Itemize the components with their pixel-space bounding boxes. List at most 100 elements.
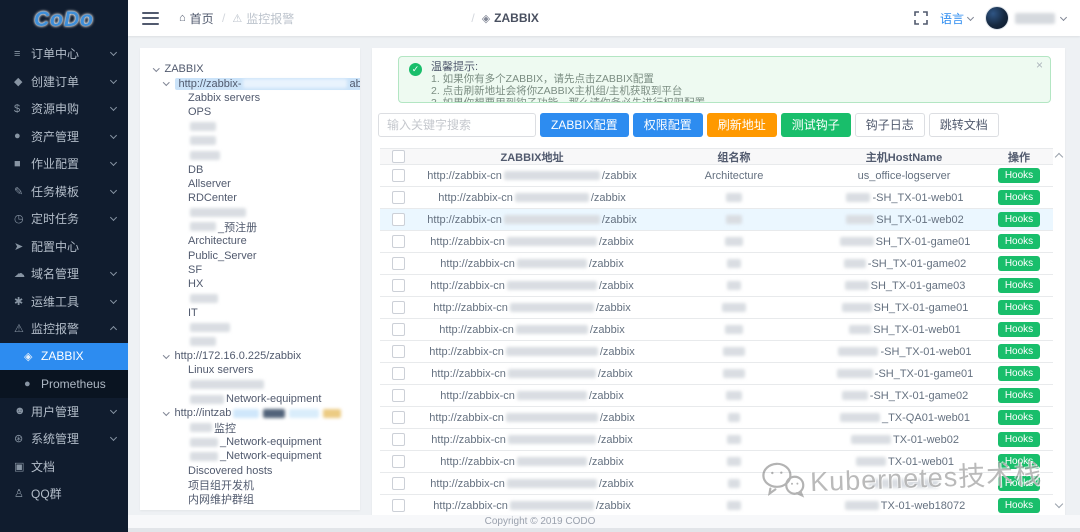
sidebar-item-docs[interactable]: ▣ 文档 [0,453,128,481]
tree-node[interactable]: _预注册 [152,220,356,234]
sidebar-item-scheduled-task[interactable]: ◷ 定时任务 [0,205,128,233]
hooks-button[interactable]: Hooks [997,212,1041,227]
tree-node[interactable]: Zabbix servers [152,91,356,105]
test-hook-button[interactable]: 测试钩子 [780,113,851,137]
sidebar-item-config-center[interactable]: ➤ 配置中心 [0,233,128,261]
row-checkbox[interactable] [391,345,405,358]
tree-node[interactable]: ZABBIX [152,62,356,76]
tree-node[interactable] [152,292,356,306]
sidebar-item-create-order[interactable]: ◆ 创建订单 [0,68,128,96]
sidebar-item-job-config[interactable]: ■ 作业配置 [0,150,128,178]
hooks-button[interactable]: Hooks [997,322,1041,337]
tree-node[interactable]: 监控 [152,421,356,435]
hooks-button[interactable]: Hooks [997,366,1041,381]
fullscreen-icon[interactable] [914,11,928,25]
tree-node[interactable]: http://intzab [152,406,356,420]
tree-node[interactable]: SF [152,263,356,277]
row-checkbox[interactable] [391,279,405,292]
scroll-up-icon[interactable] [1054,152,1064,162]
hooks-button[interactable]: Hooks [997,344,1041,359]
sidebar-item-asset-management[interactable]: ● 资产管理 [0,123,128,151]
tree-node[interactable]: OPS [152,105,356,119]
hooks-button[interactable]: Hooks [997,256,1041,271]
sidebar-item-monitor-alert[interactable]: ⚠ 监控报警 [0,315,128,343]
tree-node[interactable]: HX [152,277,356,291]
sidebar-item-prometheus[interactable]: ● Prometheus [0,370,128,398]
sidebar-item-user-management[interactable]: ☻ 用户管理 [0,398,128,426]
tree-node[interactable]: _Network-equipment [152,449,356,463]
tree-node[interactable] [152,148,356,162]
tree-node[interactable]: _Network-equipment [152,435,356,449]
sidebar-item-qq-group[interactable]: ♙ QQ群 [0,480,128,508]
tree-node[interactable]: Allserver [152,177,356,191]
row-checkbox[interactable] [391,323,405,336]
row-checkbox[interactable] [391,235,405,248]
hooks-button[interactable]: Hooks [997,432,1041,447]
row-checkbox[interactable] [391,169,405,182]
tree-node[interactable] [152,320,356,334]
language-dropdown[interactable]: 语言 [940,10,975,27]
sidebar-item-zabbix[interactable]: ◈ ZABBIX [0,342,128,370]
hooks-button[interactable]: Hooks [997,278,1041,293]
row-checkbox[interactable] [391,433,405,446]
hooks-button[interactable]: Hooks [997,454,1041,469]
tree-node[interactable]: Public_Server [152,248,356,262]
goto-docs-button[interactable]: 跳转文档 [928,113,999,137]
tree-node[interactable]: Discovered hosts [152,464,356,478]
app-logo[interactable]: CoDo [0,0,128,40]
tree-node[interactable]: Network-equipment [152,392,356,406]
tree-node[interactable]: Architecture [152,234,356,248]
row-checkbox[interactable] [391,411,405,424]
tree-node[interactable] [152,205,356,219]
hooks-button[interactable]: Hooks [997,410,1041,425]
tree-node[interactable] [152,119,356,133]
tree-node[interactable]: DB [152,162,356,176]
hooks-button[interactable]: Hooks [997,388,1041,403]
sidebar-item-resource-purchase[interactable]: $ 资源申购 [0,95,128,123]
select-all-checkbox[interactable] [391,150,405,163]
row-checkbox[interactable] [391,257,405,270]
hooks-button[interactable]: Hooks [997,300,1041,315]
zabbix-config-button[interactable]: ZABBIX配置 [540,113,629,137]
row-checkbox[interactable] [391,499,405,512]
breadcrumb-item-home[interactable]: ⌂ 首页 [179,10,215,27]
hooks-button[interactable]: Hooks [997,234,1041,249]
row-checkbox[interactable] [391,389,405,402]
row-checkbox[interactable] [391,191,405,204]
tree-expand-icon[interactable] [163,79,170,86]
hooks-button[interactable]: Hooks [997,476,1041,491]
tree-node[interactable] [152,134,356,148]
row-checkbox[interactable] [391,455,405,468]
tree-node[interactable]: http://zabbix-abbix [152,76,360,90]
tree-node[interactable] [152,335,356,349]
sidebar-item-ops-tools[interactable]: ✱ 运维工具 [0,288,128,316]
sidebar-item-domain-management[interactable]: ☁ 域名管理 [0,260,128,288]
tree-node[interactable]: Linux servers [152,363,356,377]
user-menu[interactable] [985,6,1068,30]
tree-node[interactable]: 项目组开发机 [152,478,356,492]
refresh-address-button[interactable]: 刷新地址 [706,113,777,137]
hooks-button[interactable]: Hooks [997,190,1041,205]
permission-config-button[interactable]: 权限配置 [632,113,703,137]
row-checkbox[interactable] [391,477,405,490]
row-checkbox[interactable] [391,213,405,226]
close-icon[interactable]: × [1035,58,1043,72]
tree-node[interactable]: 内网维护群组 [152,492,356,506]
hook-log-button[interactable]: 钩子日志 [854,113,925,137]
breadcrumb-item-zabbix[interactable]: ◈ ZABBIX [482,11,654,25]
sidebar-item-task-template[interactable]: ✎ 任务模板 [0,178,128,206]
tree-expand-icon[interactable] [153,64,160,72]
hooks-button[interactable]: Hooks [997,168,1041,183]
tree-node[interactable]: IT [152,306,356,320]
breadcrumb-item-monitor-alert[interactable]: ⚠ 监控报警 [232,10,464,27]
hooks-button[interactable]: Hooks [997,498,1041,513]
tree-expand-icon[interactable] [163,351,170,359]
search-input[interactable] [378,113,536,137]
sidebar-item-order-center[interactable]: ≡ 订单中心 [0,40,128,68]
tree-node[interactable] [152,378,356,392]
hamburger-menu-icon[interactable] [142,11,159,25]
scroll-down-icon[interactable] [1054,499,1064,509]
sidebar-item-system-management[interactable]: ⊛ 系统管理 [0,425,128,453]
tree-expand-icon[interactable] [163,409,170,416]
tree-node[interactable]: http://172.16.0.225/zabbix [152,349,356,363]
